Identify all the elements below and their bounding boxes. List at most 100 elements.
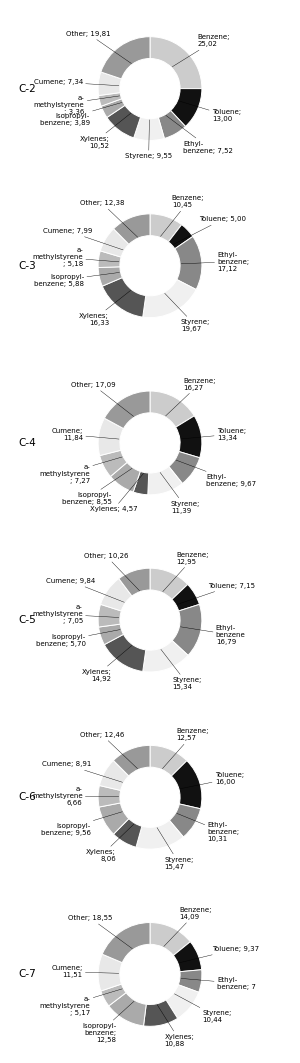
- Text: a-
methylstyrene
6,66: a- methylstyrene 6,66: [32, 786, 119, 806]
- Wedge shape: [113, 819, 142, 847]
- Text: Cumene;
11,51: Cumene; 11,51: [51, 965, 119, 978]
- Text: C-2: C-2: [18, 84, 36, 94]
- Text: Benzene;
25,02: Benzene; 25,02: [172, 34, 230, 67]
- Text: a-
methylstyrene
; 5,17: a- methylstyrene ; 5,17: [40, 989, 122, 1016]
- Text: C-4: C-4: [18, 438, 36, 448]
- Wedge shape: [98, 786, 121, 807]
- Wedge shape: [109, 993, 146, 1026]
- Wedge shape: [99, 803, 129, 834]
- Wedge shape: [169, 804, 201, 837]
- Text: Benzene;
12,57: Benzene; 12,57: [162, 728, 208, 769]
- Text: Ethyl-
benzene; 7,52: Ethyl- benzene; 7,52: [166, 116, 233, 154]
- Wedge shape: [172, 605, 202, 655]
- Text: Benzene;
16,27: Benzene; 16,27: [166, 377, 215, 416]
- Text: Xylenes;
10,52: Xylenes; 10,52: [79, 113, 131, 149]
- Wedge shape: [150, 569, 188, 600]
- Text: Cumene; 8,91: Cumene; 8,91: [42, 761, 123, 782]
- Text: Styrene;
15,34: Styrene; 15,34: [161, 649, 202, 690]
- Wedge shape: [101, 37, 150, 79]
- Wedge shape: [98, 251, 121, 268]
- Wedge shape: [119, 569, 150, 596]
- Text: Toluene; 9,37: Toluene; 9,37: [179, 946, 260, 963]
- Wedge shape: [99, 92, 122, 106]
- Wedge shape: [110, 462, 140, 492]
- Text: Xylenes;
16,33: Xylenes; 16,33: [79, 290, 131, 325]
- Text: C-3: C-3: [18, 260, 36, 271]
- Text: C-5: C-5: [18, 615, 36, 625]
- Wedge shape: [150, 745, 187, 776]
- Wedge shape: [172, 585, 200, 611]
- Wedge shape: [173, 942, 202, 972]
- Wedge shape: [99, 624, 124, 644]
- Text: Other; 18,55: Other; 18,55: [68, 915, 132, 948]
- Wedge shape: [148, 467, 182, 494]
- Text: a-
methylstyrene
; 7,05: a- methylstyrene ; 7,05: [32, 604, 119, 624]
- Wedge shape: [166, 984, 199, 1018]
- Wedge shape: [143, 280, 196, 318]
- Text: Isopropyl-
benzene;
12,58: Isopropyl- benzene; 12,58: [82, 1001, 134, 1043]
- Text: Other; 12,38: Other; 12,38: [80, 200, 138, 237]
- Text: Isopropyl-
benzene; 3,89: Isopropyl- benzene; 3,89: [40, 102, 122, 125]
- Text: Toluene; 7,15: Toluene; 7,15: [177, 583, 255, 605]
- Wedge shape: [133, 471, 149, 494]
- Text: C-7: C-7: [18, 969, 36, 979]
- Wedge shape: [104, 635, 146, 672]
- Wedge shape: [136, 821, 183, 849]
- Wedge shape: [100, 578, 132, 611]
- Text: Cumene;
11,84: Cumene; 11,84: [52, 428, 119, 441]
- Wedge shape: [176, 416, 202, 458]
- Text: Ethyl-
benzene;
10,31: Ethyl- benzene; 10,31: [177, 813, 240, 842]
- Text: Benzene;
10,45: Benzene; 10,45: [160, 196, 204, 236]
- Text: Xylenes;
10,88: Xylenes; 10,88: [157, 1005, 194, 1047]
- Wedge shape: [101, 99, 125, 118]
- Text: Styrene;
19,67: Styrene; 19,67: [165, 293, 210, 332]
- Wedge shape: [107, 105, 140, 138]
- Wedge shape: [98, 267, 122, 286]
- Text: Styrene;
15,47: Styrene; 15,47: [157, 828, 194, 870]
- Text: Isopropyl-
benzene; 9,56: Isopropyl- benzene; 9,56: [40, 812, 122, 836]
- Text: Toluene;
13,00: Toluene; 13,00: [179, 101, 241, 122]
- Text: Benzene;
12,95: Benzene; 12,95: [163, 552, 209, 592]
- Text: Other; 19,81: Other; 19,81: [66, 31, 131, 64]
- Wedge shape: [134, 117, 164, 140]
- Text: Other; 10,26: Other; 10,26: [84, 553, 140, 591]
- Text: Toluene;
13,34: Toluene; 13,34: [181, 427, 246, 441]
- Wedge shape: [98, 955, 122, 991]
- Wedge shape: [150, 391, 194, 427]
- Wedge shape: [143, 1000, 178, 1026]
- Wedge shape: [100, 451, 127, 476]
- Text: Xylenes; 4,57: Xylenes; 4,57: [90, 473, 144, 512]
- Text: a-
methylstyrene
; 5,18: a- methylstyrene ; 5,18: [32, 247, 119, 267]
- Text: Other; 17,09: Other; 17,09: [71, 382, 134, 417]
- Text: Other; 12,46: Other; 12,46: [80, 732, 138, 769]
- Wedge shape: [143, 641, 188, 672]
- Text: Ethyl-
benzene; 7: Ethyl- benzene; 7: [181, 977, 256, 990]
- Text: C-6: C-6: [18, 792, 36, 803]
- Text: Toluene;
16,00: Toluene; 16,00: [180, 772, 244, 789]
- Text: Isopropyl-
benzene; 5,88: Isopropyl- benzene; 5,88: [34, 272, 119, 287]
- Text: Xylenes;
8,06: Xylenes; 8,06: [86, 824, 134, 862]
- Text: Ethyl-
benzene;
17,12: Ethyl- benzene; 17,12: [181, 252, 249, 271]
- Text: Benzene;
14,09: Benzene; 14,09: [164, 907, 212, 946]
- Wedge shape: [158, 111, 185, 138]
- Text: a-
methylstyrene
; 7,27: a- methylstyrene ; 7,27: [39, 457, 122, 484]
- Wedge shape: [102, 923, 150, 963]
- Wedge shape: [168, 224, 193, 249]
- Text: Isopropyl-
benzene; 8,55: Isopropyl- benzene; 8,55: [62, 469, 132, 505]
- Wedge shape: [175, 236, 202, 289]
- Text: Ethyl-
benzene
16,79: Ethyl- benzene 16,79: [181, 625, 246, 645]
- Text: Xylenes;
14,92: Xylenes; 14,92: [82, 645, 132, 681]
- Wedge shape: [178, 969, 202, 992]
- Text: Styrene; 9,55: Styrene; 9,55: [125, 120, 172, 159]
- Wedge shape: [113, 745, 150, 776]
- Wedge shape: [150, 923, 190, 956]
- Text: Cumene; 7,99: Cumene; 7,99: [43, 227, 123, 250]
- Text: Cumene; 7,34: Cumene; 7,34: [34, 79, 119, 86]
- Wedge shape: [150, 214, 182, 242]
- Text: Styrene;
11,39: Styrene; 11,39: [160, 472, 200, 513]
- Wedge shape: [100, 229, 129, 257]
- Wedge shape: [171, 761, 202, 809]
- Text: Ethyl-
benzene; 9,67: Ethyl- benzene; 9,67: [176, 460, 256, 487]
- Wedge shape: [114, 214, 150, 244]
- Wedge shape: [169, 452, 200, 484]
